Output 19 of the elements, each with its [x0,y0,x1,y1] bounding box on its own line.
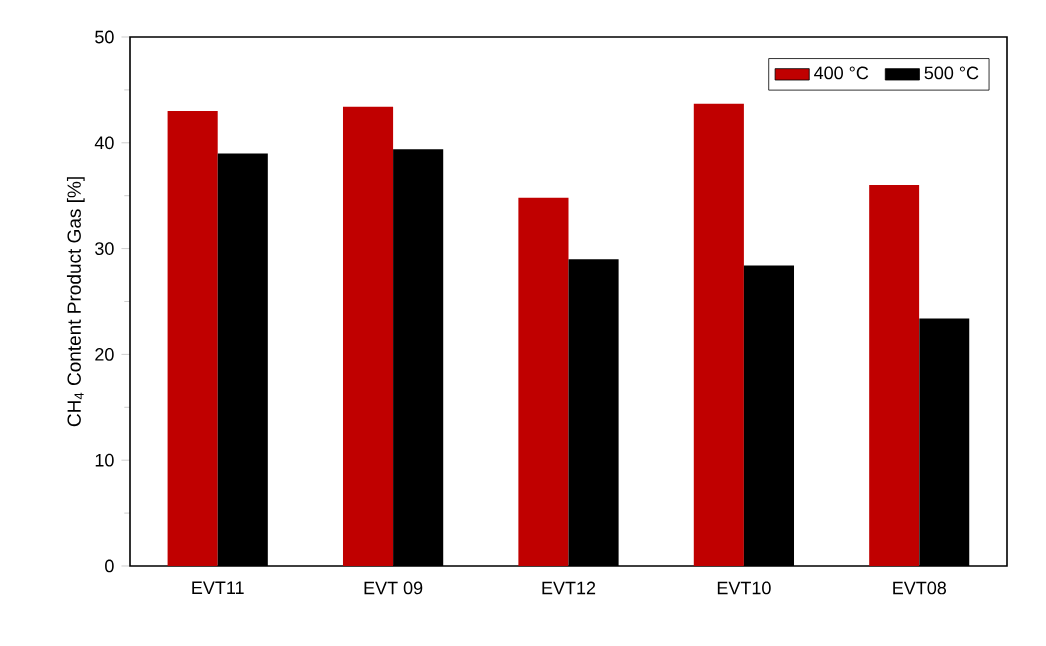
legend-label: 500 °C [924,66,979,80]
x-tick-label: EVT11 [192,581,244,594]
bar [518,197,569,566]
x-tick-label: EVT12 [542,581,596,595]
y-axis-title: CH$_{4}$ Content Product Gas [%] [66,177,85,427]
y-tick-label: 10 [95,453,114,467]
legend-label: 400 °C [814,66,869,80]
x-tick-label: EVT 09 [364,581,423,595]
y-tick-label: 40 [94,136,114,150]
y-tick-label: 50 [95,30,114,44]
y-tick-label: 30 [95,242,114,255]
bar [693,103,744,566]
bar [869,185,920,566]
x-tick-label: EVT08 [893,581,947,595]
bar [342,106,394,566]
y-tick-label: 20 [95,348,114,361]
x-tick-label: EVT10 [717,581,771,595]
y-tick-label: 0 [105,559,114,573]
bar [167,111,218,566]
